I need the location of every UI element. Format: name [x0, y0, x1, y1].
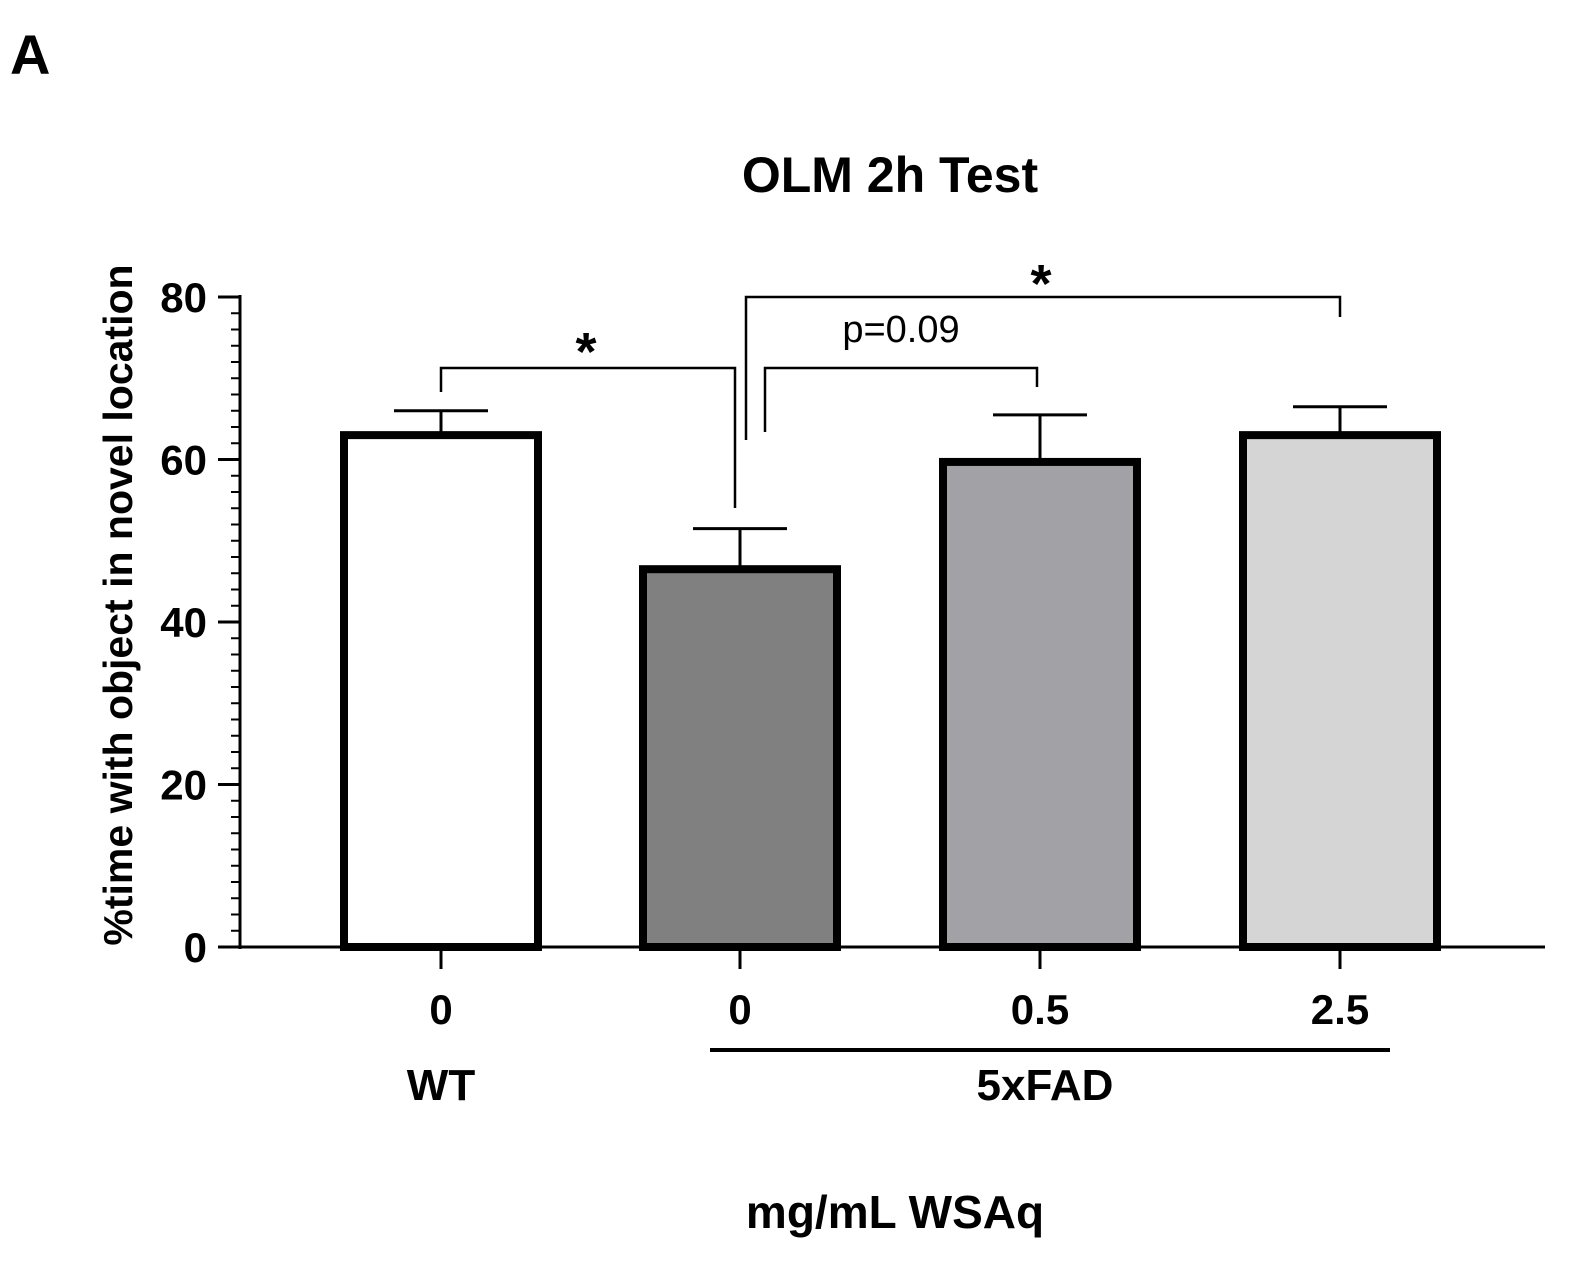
- group-label-0: WT: [407, 1061, 476, 1110]
- error-bars: [394, 405, 1387, 570]
- tick-labels: 0 20 40 60 80 0 0 0.5 2.5: [160, 274, 1369, 1033]
- significance-label-1: p=0.09: [842, 309, 959, 351]
- bars: [340, 431, 1441, 951]
- significance-bracket-2: [744, 295, 1342, 440]
- significance-label-2: *: [1030, 254, 1051, 314]
- x-tick-label: 0.5: [1011, 986, 1069, 1033]
- y-tick-label: 60: [160, 437, 207, 484]
- bar-3: [1239, 431, 1441, 951]
- y-tick-label: 0: [184, 924, 207, 971]
- significance-brackets: * p=0.09 *: [439, 254, 1342, 508]
- bar-1: [639, 565, 841, 951]
- y-axis-label: %time with object in novel location: [95, 264, 141, 945]
- significance-label-0: *: [575, 322, 596, 382]
- bar-2: [939, 457, 1141, 951]
- y-tick-label: 80: [160, 274, 207, 321]
- significance-bracket-0: [439, 366, 737, 508]
- x-tick-label: 0: [728, 986, 751, 1033]
- chart-title: OLM 2h Test: [742, 147, 1039, 203]
- x-tick-label: 0: [429, 986, 452, 1033]
- group-label-1: 5xFAD: [977, 1061, 1114, 1110]
- x-tick-label: 2.5: [1311, 986, 1369, 1033]
- panel-label: A: [10, 23, 50, 86]
- bar-0: [340, 431, 542, 951]
- y-tick-label: 40: [160, 599, 207, 646]
- x-axis-label: mg/mL WSAq: [746, 1186, 1044, 1238]
- axes: [218, 295, 1545, 969]
- group-labels: WT 5xFAD: [407, 1048, 1390, 1110]
- significance-bracket-1: [763, 366, 1039, 432]
- y-tick-label: 20: [160, 762, 207, 809]
